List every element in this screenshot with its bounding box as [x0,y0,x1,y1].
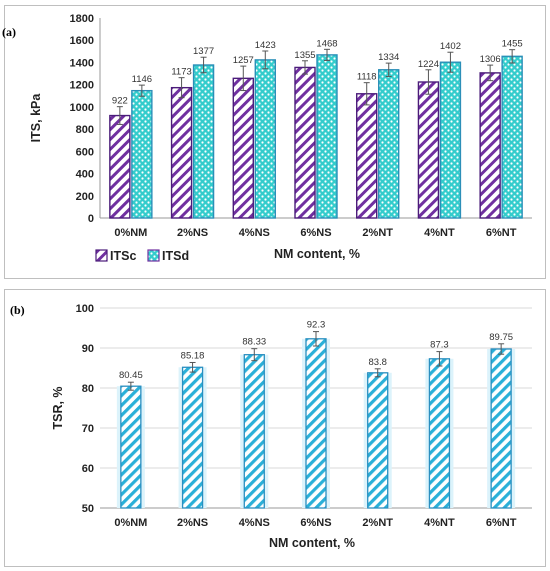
data-label: 80.45 [119,370,143,381]
data-label: 1224 [418,59,439,70]
panel-a-label: (a) [2,25,16,39]
y-tick-label: 1800 [70,13,94,25]
x-tick-label: 6%NS [300,517,331,529]
x-tick-label: 4%NS [239,517,270,529]
y-tick-label: 800 [76,124,94,136]
y-tick-label: 90 [82,343,94,355]
data-label: 1118 [357,72,377,83]
data-label: 89.75 [489,332,513,343]
data-label: 92.3 [307,320,326,331]
data-label: 85.18 [181,350,205,361]
bar-tsr [120,385,142,509]
data-label: 1423 [255,40,276,51]
x-tick-label: 4%NT [424,227,455,239]
y-tick-label: 1400 [70,57,94,69]
x-tick-label: 2%NS [177,517,208,529]
y-tick-label: 1000 [70,102,94,114]
bar-tsr [243,354,265,509]
data-label: 1173 [171,67,191,78]
bar-tsr [490,348,512,509]
y-tick-label: 1200 [70,80,94,92]
y-tick-label: 60 [82,463,94,475]
x-tick-label: 4%NT [424,517,455,529]
data-label: 1146 [132,74,152,85]
legend-swatch-itsd [147,249,160,262]
panel-b-label: (b) [10,303,25,317]
x-tick-label: 2%NT [362,227,393,239]
legend-label-itsc: ITSc [110,249,136,263]
data-label: 88.33 [242,337,266,348]
data-label: 1402 [440,41,461,52]
x-tick-label: 2%NT [362,517,393,529]
y-axis-title: ITS, kPa [29,93,43,143]
legend-label-itsd: ITSd [162,249,189,263]
y-tick-label: 600 [76,146,94,158]
bar-tsr [367,372,389,509]
data-label: 1334 [378,52,399,63]
bar-tsr [428,358,451,509]
y-tick-label: 80 [82,383,94,395]
x-tick-label: 2%NS [177,227,208,239]
y-tick-label: 200 [76,191,94,203]
x-axis-title: NM content, % [269,536,355,550]
x-tick-label: 0%NM [114,227,147,239]
y-tick-label: 50 [82,503,94,515]
data-label: 1257 [233,55,254,66]
y-tick-label: 0 [88,213,94,225]
y-tick-label: 70 [82,423,94,435]
data-label: 87.3 [430,340,449,351]
bar-tsr [305,338,327,509]
data-label: 1377 [193,46,214,57]
x-tick-label: 6%NT [486,227,517,239]
data-label: 1468 [316,38,337,49]
x-tick-label: 6%NS [300,227,331,239]
data-label: 1306 [480,54,501,65]
data-label: 922 [112,96,128,107]
legend-swatch-itsc [95,249,108,262]
data-label: 1455 [502,39,523,50]
x-tick-label: 0%NM [114,517,147,529]
bar-tsr [181,366,204,509]
x-tick-label: 4%NS [239,227,270,239]
x-tick-label: 6%NT [486,517,517,529]
y-axis-title: TSR, % [51,386,65,429]
y-tick-label: 100 [76,303,94,315]
data-label: 83.8 [368,357,387,368]
x-axis-title: NM content, % [274,247,360,261]
y-tick-label: 400 [76,169,94,181]
data-label: 1355 [294,50,315,61]
y-tick-label: 1600 [70,35,94,47]
